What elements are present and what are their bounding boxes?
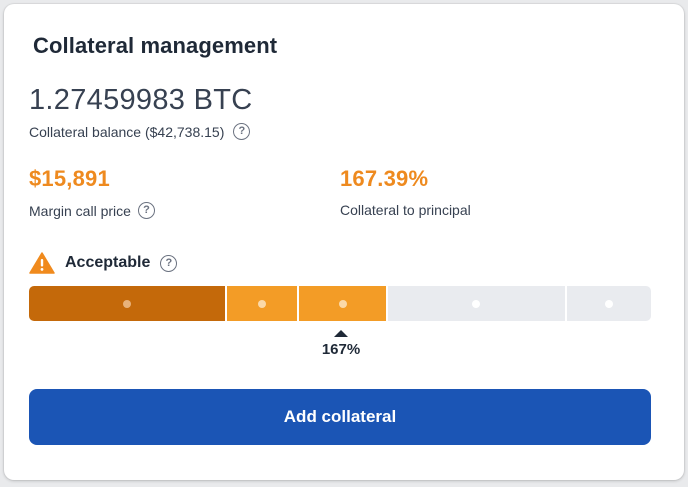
margin-call-price-value: $15,891: [29, 166, 110, 191]
gauge-segment-dot: [338, 299, 347, 308]
gauge-segment-3: [298, 286, 387, 321]
gauge-marker-value: 167%: [321, 341, 361, 358]
help-icon[interactable]: ?: [233, 123, 251, 140]
margin-call-stat: $15,891 Margin call price ?: [29, 166, 155, 219]
collateral-ratio-gauge: [29, 286, 651, 321]
gauge-segment-dot: [122, 299, 131, 308]
collateral-ratio-label: Collateral to principal: [340, 202, 471, 218]
gauge-segment-5: [566, 286, 651, 321]
card-title: Collateral management: [33, 33, 278, 58]
collateral-ratio-stat: 167.39% Collateral to principal: [340, 166, 471, 218]
help-icon[interactable]: ?: [160, 254, 178, 272]
help-icon[interactable]: ?: [137, 202, 155, 219]
gauge-segment-dot: [257, 299, 266, 308]
risk-status: Acceptable ?: [29, 252, 178, 274]
add-collateral-button[interactable]: Add collateral: [29, 389, 651, 445]
gauge-marker: 167%: [321, 330, 361, 358]
collateral-ratio-label-row: Collateral to principal: [340, 202, 471, 218]
margin-call-price-label-row: Margin call price ?: [29, 202, 155, 219]
gauge-segment-2: [226, 286, 297, 321]
collateral-ratio-value: 167.39%: [340, 166, 429, 191]
gauge-segment-1: [29, 286, 225, 321]
gauge-segment-dot: [472, 299, 481, 308]
risk-status-label: Acceptable: [65, 254, 151, 271]
marker-triangle-icon: [334, 330, 348, 337]
collateral-amount: 1.27459983 BTC: [29, 84, 253, 116]
warning-icon: [29, 252, 55, 274]
collateral-balance-row: Collateral balance ($42,738.15) ?: [29, 123, 251, 140]
gauge-segment-dot: [604, 299, 613, 308]
gauge-segment-4: [388, 286, 565, 321]
margin-call-price-label: Margin call price: [29, 202, 131, 219]
collateral-balance-label: Collateral balance ($42,738.15): [29, 123, 225, 140]
